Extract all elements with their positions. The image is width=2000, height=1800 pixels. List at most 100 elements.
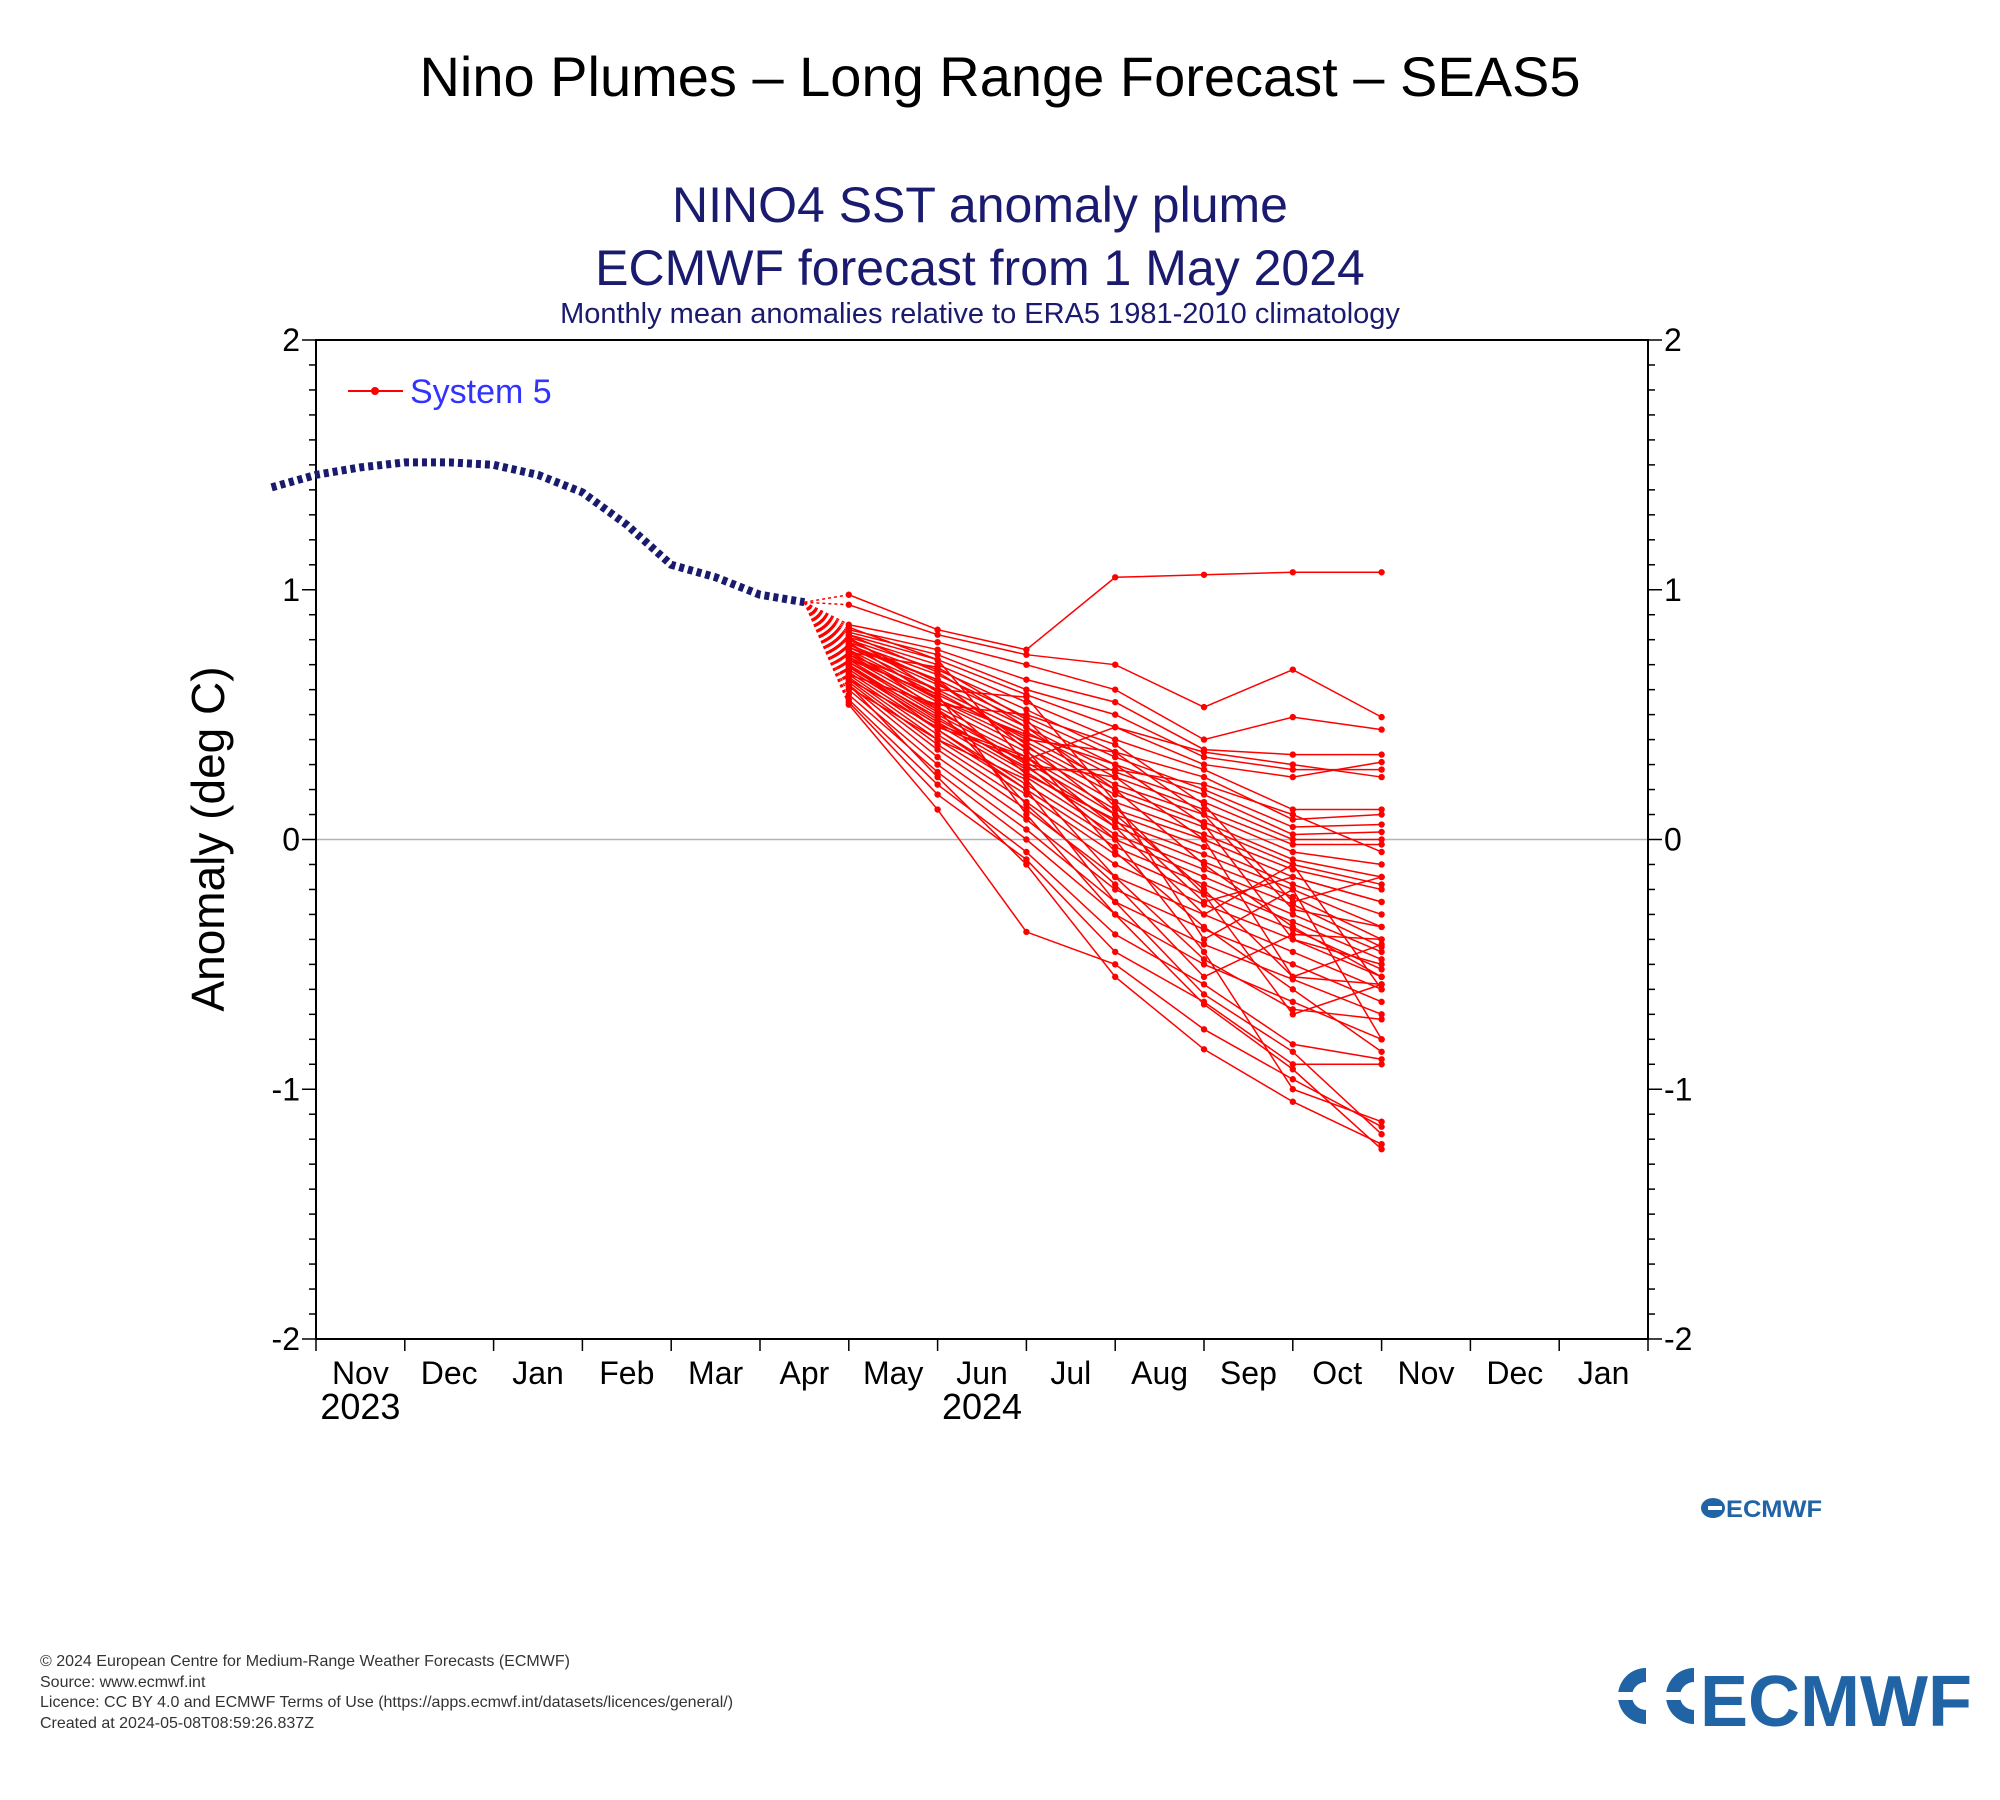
member-point (845, 653, 852, 661)
member-start-connector (803, 601, 850, 688)
x-tick-label: Jan (1578, 1355, 1630, 1391)
member-point (1023, 711, 1030, 718)
y-tick-label-right: 2 (1664, 322, 1682, 358)
member-point (1112, 823, 1119, 831)
member-point (934, 638, 941, 646)
member-point (1112, 798, 1119, 806)
member-point (1200, 911, 1208, 918)
x-tick-label: Feb (599, 1355, 654, 1391)
member-point (845, 663, 852, 671)
member-point (1378, 911, 1385, 918)
member-point (1023, 801, 1030, 808)
member-point (1023, 756, 1030, 763)
member-point (934, 676, 941, 683)
member-point (1200, 791, 1208, 798)
member-point (845, 643, 852, 651)
member-point (1289, 898, 1297, 906)
member-point (1200, 973, 1208, 981)
x-tick-label: Sep (1220, 1355, 1277, 1391)
member-23 (803, 601, 1385, 963)
x-year-label: 2023 (320, 1386, 400, 1427)
member-point (1378, 986, 1385, 993)
member-point (1200, 703, 1208, 711)
member-45 (803, 601, 1385, 1055)
member-start-connector (804, 594, 849, 603)
member-point (1378, 1145, 1385, 1153)
member-point (1378, 1036, 1385, 1043)
member-point (1112, 773, 1119, 781)
member-start-connector (803, 601, 850, 651)
member-point (1112, 753, 1119, 761)
x-tick-label: Aug (1131, 1355, 1188, 1391)
member-point (1378, 806, 1385, 813)
member-point (1378, 861, 1385, 868)
member-point (934, 706, 941, 713)
member-point (1378, 766, 1385, 773)
member-point (1289, 713, 1297, 721)
member-point (934, 626, 941, 633)
observed-line (270, 458, 806, 607)
member-point (1200, 961, 1208, 968)
member-point (1112, 748, 1119, 756)
x-tick-label: Jan (512, 1355, 564, 1391)
y-tick-label-right: -1 (1664, 1071, 1692, 1107)
member-point (1378, 821, 1385, 828)
member-start-connector (803, 601, 850, 705)
footer-copyright: © 2024 European Centre for Medium-Range … (40, 1653, 570, 1670)
member-point (1289, 848, 1297, 856)
member-point (1289, 973, 1297, 981)
plot-layer (270, 458, 1385, 1153)
member-51 (803, 601, 1385, 981)
ecmwf-logo-small: ECMWF (1701, 1496, 1822, 1522)
member-point (1200, 898, 1208, 906)
member-point (934, 656, 941, 663)
member-point (1200, 843, 1208, 851)
member-point (1200, 781, 1208, 788)
member-point (1200, 923, 1208, 931)
member-point (1112, 786, 1119, 793)
member-point (845, 658, 852, 666)
member-point (934, 651, 941, 658)
member-point (1378, 998, 1385, 1006)
member-point (1112, 741, 1119, 748)
x-tick-label: Jun (956, 1355, 1008, 1391)
member-point (1200, 866, 1208, 873)
member-point (845, 648, 852, 656)
member-point (1378, 1131, 1385, 1138)
member-point (1378, 873, 1385, 881)
x-tick-label: Mar (688, 1355, 743, 1391)
y-tick-label-left: -1 (272, 1071, 300, 1107)
member-start-connector (803, 601, 850, 653)
axes-layer: 2 2 1 1 0 0 -1 -1 -2 -2 Nov Dec Jan Feb Mar Apr May Jun Ju… (272, 322, 1693, 1427)
y-tick-label-right: -2 (1664, 1321, 1692, 1357)
member-point (1023, 741, 1030, 748)
member-point (1200, 753, 1208, 761)
member-point (1023, 786, 1030, 793)
member-point (934, 663, 941, 671)
member-point (1112, 698, 1119, 706)
member-point (934, 646, 941, 653)
member-point (1289, 886, 1297, 893)
member-point (1200, 981, 1208, 988)
member-point (845, 638, 852, 646)
footer-licence: Licence: CC BY 4.0 and ECMWF Terms of Us… (40, 1694, 734, 1711)
member-point (934, 741, 941, 748)
member-start-connector (803, 601, 850, 646)
member-point (1378, 1011, 1385, 1018)
member-point (1112, 961, 1119, 968)
member-point (934, 746, 941, 753)
member-point (1289, 1011, 1297, 1018)
member-point (1200, 1026, 1208, 1033)
member-point (1378, 773, 1385, 781)
member-point (1112, 766, 1119, 773)
member-point (1200, 836, 1208, 843)
member-point (845, 634, 852, 641)
member-point (934, 701, 941, 708)
member-2 (804, 601, 1385, 721)
member-point (1200, 821, 1208, 828)
member-point (934, 753, 941, 761)
member-point (1023, 706, 1030, 713)
member-point (934, 791, 941, 798)
member-point (1112, 973, 1119, 981)
